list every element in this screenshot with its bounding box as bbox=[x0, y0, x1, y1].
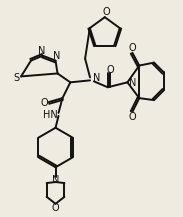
Text: N: N bbox=[53, 51, 60, 61]
Text: N: N bbox=[52, 175, 59, 185]
Text: O: O bbox=[52, 203, 59, 213]
Text: O: O bbox=[107, 64, 115, 74]
Text: O: O bbox=[103, 7, 111, 17]
Text: O: O bbox=[41, 98, 48, 108]
Text: N: N bbox=[38, 46, 45, 56]
Text: HN: HN bbox=[43, 110, 58, 120]
Text: O: O bbox=[129, 43, 136, 53]
Text: S: S bbox=[13, 73, 19, 83]
Text: N: N bbox=[93, 73, 100, 83]
Text: O: O bbox=[129, 112, 136, 122]
Text: N: N bbox=[129, 78, 137, 88]
